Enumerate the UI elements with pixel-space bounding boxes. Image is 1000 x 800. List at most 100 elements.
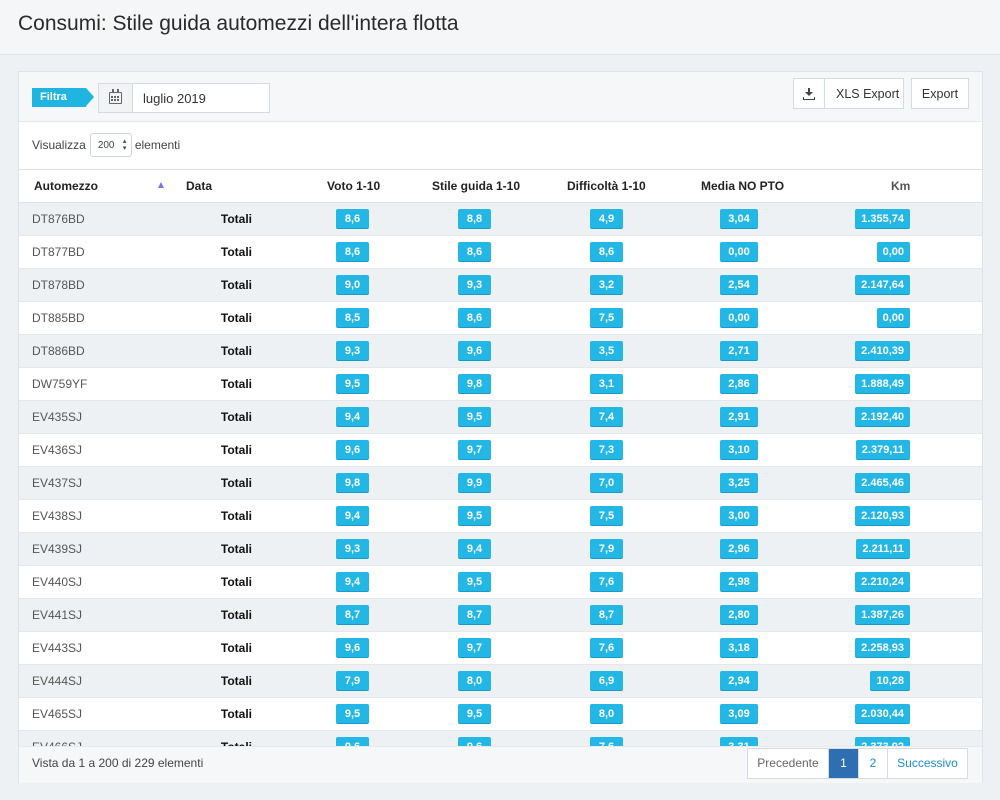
cell-automezzo: EV437SJ — [32, 476, 83, 490]
badge-stile-guida: 8,6 — [458, 242, 491, 262]
table-row[interactable]: EV465SJ Totali 9,5 9,5 8,0 3,09 2.030,44 — [19, 698, 982, 731]
badge-voto: 9,5 — [336, 704, 369, 724]
toolbar: Filtra luglio 2019 XLS Export Export — [19, 72, 982, 122]
cell-automezzo: DW759YF — [32, 377, 88, 391]
badge-km: 10,28 — [870, 671, 910, 691]
cell-data: Totali — [220, 377, 252, 391]
cell-data: Totali — [220, 641, 252, 655]
badge-km: 2.210,24 — [855, 572, 910, 592]
cell-automezzo: EV465SJ — [32, 707, 83, 721]
pagination-page-2[interactable]: 2 — [859, 749, 888, 778]
badge-km: 2.120,93 — [855, 506, 910, 526]
badge-stile-guida: 8,7 — [458, 605, 491, 625]
badge-difficolta: 7,6 — [590, 638, 623, 658]
download-icon-wrap — [794, 79, 825, 108]
date-picker[interactable]: luglio 2019 — [98, 83, 270, 113]
badge-voto: 9,3 — [336, 341, 369, 361]
table-row[interactable]: DW759YF Totali 9,5 9,8 3,1 2,86 1.888,49 — [19, 368, 982, 401]
badge-difficolta: 7,5 — [590, 308, 623, 328]
badge-voto: 8,5 — [336, 308, 369, 328]
cell-data: Totali — [220, 311, 252, 325]
column-header-data[interactable]: Data — [186, 179, 213, 193]
table-row[interactable]: DT877BD Totali 8,6 8,6 8,6 0,00 0,00 — [19, 236, 982, 269]
badge-difficolta: 3,1 — [590, 374, 623, 394]
badge-voto: 8,6 — [336, 209, 369, 229]
badge-media-no-pto: 3,31 — [720, 737, 758, 747]
cell-data: Totali — [220, 575, 252, 589]
pagination-page-1[interactable]: 1 — [829, 749, 859, 778]
export-button[interactable]: Export — [911, 78, 969, 109]
table-row[interactable]: EV438SJ Totali 9,4 9,5 7,5 3,00 2.120,93 — [19, 500, 982, 533]
cell-automezzo: EV435SJ — [32, 410, 83, 424]
table-row[interactable]: DT886BD Totali 9,3 9,6 3,5 2,71 2.410,39 — [19, 335, 982, 368]
table-row[interactable]: EV441SJ Totali 8,7 8,7 8,7 2,80 1.387,26 — [19, 599, 982, 632]
table-row[interactable]: DT885BD Totali 8,5 8,6 7,5 0,00 0,00 — [19, 302, 982, 335]
badge-km: 1.387,26 — [855, 605, 910, 625]
column-header-media-no-pto[interactable]: Media NO PTO — [701, 179, 785, 193]
badge-voto: 8,6 — [336, 242, 369, 262]
date-input[interactable]: luglio 2019 — [143, 91, 206, 106]
badge-stile-guida: 9,7 — [458, 638, 491, 658]
badge-difficolta: 6,9 — [590, 671, 623, 691]
badge-voto: 9,0 — [336, 275, 369, 295]
badge-km: 0,00 — [876, 242, 910, 262]
page-length-select[interactable]: 200 — [89, 133, 132, 157]
badge-media-no-pto: 2,98 — [720, 572, 758, 592]
cell-data: Totali — [220, 740, 252, 747]
badge-media-no-pto: 3,04 — [720, 209, 758, 229]
table-row[interactable]: DT876BD Totali 8,6 8,8 4,9 3,04 1.355,74 — [19, 203, 982, 236]
badge-stile-guida: 9,6 — [458, 341, 491, 361]
table-row[interactable]: EV435SJ Totali 9,4 9,5 7,4 2,91 2.192,40 — [19, 401, 982, 434]
badge-voto: 9,4 — [336, 407, 369, 427]
filter-tag[interactable]: Filtra — [32, 88, 94, 107]
cell-data: Totali — [220, 245, 252, 259]
pagination-next[interactable]: Successivo — [897, 756, 958, 770]
table-row[interactable]: EV443SJ Totali 9,6 9,7 7,6 3,18 2.258,93 — [19, 632, 982, 665]
column-header-voto[interactable]: Voto 1-10 — [327, 179, 381, 193]
column-header-automezzo[interactable]: Automezzo — [34, 179, 98, 193]
page-header: Consumi: Stile guida automezzi dell'inte… — [0, 0, 1000, 55]
column-header-km[interactable]: Km — [891, 179, 911, 193]
cell-automezzo: DT878BD — [32, 278, 85, 292]
column-header-difficolta[interactable]: Difficoltà 1-10 — [567, 179, 646, 193]
calendar-button[interactable] — [99, 84, 133, 112]
xls-export-button[interactable]: XLS Export — [793, 78, 904, 109]
badge-difficolta: 7,0 — [590, 473, 623, 493]
table-row[interactable]: DT878BD Totali 9,0 9,3 3,2 2,54 2.147,64 — [19, 269, 982, 302]
table-row[interactable]: EV440SJ Totali 9,4 9,5 7,6 2,98 2.210,24 — [19, 566, 982, 599]
pagination-previous[interactable]: Precedente — [748, 749, 829, 778]
badge-voto: 8,7 — [336, 605, 369, 625]
cell-automezzo: EV436SJ — [32, 443, 83, 457]
badge-voto: 9,6 — [336, 440, 369, 460]
cell-automezzo: EV444SJ — [32, 674, 83, 688]
badge-km: 2.192,40 — [855, 407, 910, 427]
badge-voto: 9,5 — [336, 374, 369, 394]
table-row[interactable]: EV444SJ Totali 7,9 8,0 6,9 2,94 10,28 — [19, 665, 982, 698]
badge-media-no-pto: 3,10 — [720, 440, 758, 460]
table-row[interactable]: EV436SJ Totali 9,6 9,7 7,3 3,10 2.379,11 — [19, 434, 982, 467]
badge-stile-guida: 9,5 — [458, 407, 491, 427]
badge-km: 2.211,11 — [856, 539, 910, 559]
xls-export-label: XLS Export — [836, 86, 900, 101]
badge-media-no-pto: 2,94 — [720, 671, 758, 691]
badge-media-no-pto: 2,86 — [720, 374, 758, 394]
column-header-stile-guida[interactable]: Stile guida 1-10 — [432, 179, 521, 193]
table-header: Automezzo Data Voto 1-10 Stile guida 1-1… — [19, 169, 982, 203]
length-suffix: elementi — [134, 138, 181, 152]
badge-stile-guida: 8,8 — [458, 209, 491, 229]
badge-stile-guida: 9,5 — [458, 704, 491, 724]
badge-difficolta: 8,7 — [590, 605, 623, 625]
download-icon — [803, 87, 815, 100]
table-row[interactable]: EV466SJ Totali 9,6 9,6 7,6 3,31 2.373,92 — [19, 731, 982, 747]
badge-stile-guida: 9,5 — [458, 572, 491, 592]
badge-km: 2.379,11 — [855, 440, 910, 460]
cell-data: Totali — [220, 212, 252, 226]
table-row[interactable]: EV439SJ Totali 9,3 9,4 7,9 2,96 2.211,11 — [19, 533, 982, 566]
badge-voto: 7,9 — [336, 671, 369, 691]
table-row[interactable]: EV437SJ Totali 9,8 9,9 7,0 3,25 2.465,46 — [19, 467, 982, 500]
cell-automezzo: EV440SJ — [32, 575, 83, 589]
badge-media-no-pto: 3,25 — [720, 473, 758, 493]
cell-automezzo: EV438SJ — [32, 509, 83, 523]
badge-voto: 9,6 — [336, 638, 369, 658]
badge-media-no-pto: 3,09 — [720, 704, 758, 724]
